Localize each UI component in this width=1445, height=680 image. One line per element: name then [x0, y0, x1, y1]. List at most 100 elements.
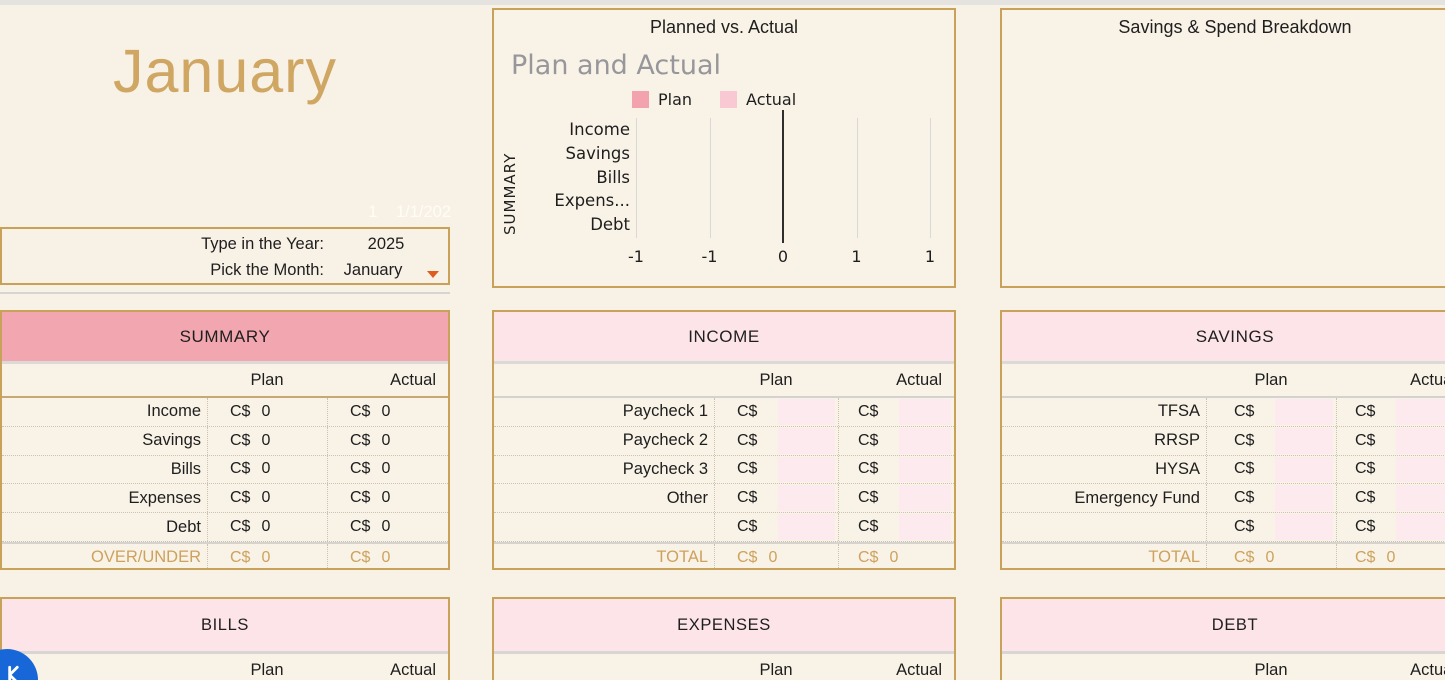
actual-cell[interactable]: C$	[1336, 398, 1445, 426]
bills-column-headers: Plan Actual	[2, 654, 448, 680]
gridline	[709, 118, 711, 238]
actual-value[interactable]: 0	[1386, 548, 1396, 566]
gridline	[930, 118, 931, 238]
plan-input-highlight[interactable]	[1284, 545, 1333, 568]
plan-input-highlight[interactable]	[280, 514, 324, 540]
plan-value[interactable]: 0	[261, 518, 271, 536]
plan-cell[interactable]: C$	[714, 455, 838, 484]
plan-input-highlight[interactable]	[280, 399, 324, 425]
plan-cell[interactable]: C$	[714, 513, 838, 541]
actual-cell[interactable]: C$	[838, 398, 954, 426]
actual-cell[interactable]: C$	[1336, 455, 1445, 484]
plan-cell[interactable]: C$	[714, 484, 838, 513]
plan-input-highlight[interactable]	[778, 399, 835, 425]
plan-value[interactable]: 0	[261, 489, 271, 507]
legend-label: Plan	[658, 90, 693, 109]
actual-cell[interactable]: C$	[838, 513, 954, 541]
plan-cell[interactable]: C$	[1206, 398, 1336, 426]
plan-cell[interactable]: C$ 0	[1206, 543, 1336, 568]
actual-cell[interactable]: C$ 0	[838, 543, 954, 568]
plan-cell[interactable]: C$ 0	[207, 513, 327, 541]
actual-cell[interactable]: C$	[1336, 484, 1445, 513]
plan-input-highlight[interactable]	[778, 427, 835, 454]
row-label: Savings	[142, 431, 201, 450]
plan-cell[interactable]: C$ 0	[207, 455, 327, 484]
plan-input-highlight[interactable]	[1275, 399, 1333, 425]
plan-value[interactable]: 0	[261, 548, 271, 566]
actual-cell[interactable]: C$ 0	[327, 484, 448, 513]
plan-currency: C$	[230, 460, 251, 478]
plan-input-highlight[interactable]	[280, 485, 324, 511]
actual-value[interactable]: 0	[381, 489, 391, 507]
actual-value[interactable]: 0	[889, 548, 899, 566]
expenses-header: EXPENSES	[494, 599, 954, 654]
actual-cell[interactable]: C$	[838, 426, 954, 455]
actual-value[interactable]: 0	[381, 518, 391, 536]
actual-cell[interactable]: C$ 0	[1336, 543, 1445, 568]
plan-input-highlight[interactable]	[280, 428, 324, 454]
table-row: TOTAL C$ 0 C$ 0	[1002, 541, 1445, 568]
category-label: Bills	[596, 167, 630, 187]
actual-cell[interactable]: C$ 0	[327, 513, 448, 541]
plan-input-highlight[interactable]	[1275, 456, 1333, 483]
month-select-value[interactable]: January	[343, 260, 403, 279]
plan-value[interactable]: 0	[261, 431, 271, 449]
plan-currency: C$	[737, 489, 758, 507]
plan-input-highlight[interactable]	[787, 545, 835, 568]
plan-cell[interactable]: C$	[1206, 455, 1336, 484]
plan-input-highlight[interactable]	[1275, 514, 1333, 540]
table-row: Debt C$ 0 C$ 0	[2, 513, 448, 542]
actual-cell[interactable]: C$ 0	[327, 426, 448, 455]
actual-value[interactable]: 0	[381, 548, 391, 566]
plan-cell[interactable]: C$	[1206, 513, 1336, 541]
planned-vs-actual-chart: Planned vs. Actual Plan and Actual Plan A…	[492, 8, 956, 288]
plan-input-highlight[interactable]	[1275, 485, 1333, 512]
plan-input-highlight[interactable]	[778, 456, 835, 483]
plan-value[interactable]: 0	[261, 460, 271, 478]
plan-input-highlight[interactable]	[778, 514, 835, 540]
actual-cell[interactable]: C$	[1336, 426, 1445, 455]
plan-input-highlight[interactable]	[280, 457, 324, 483]
actual-cell[interactable]: C$	[1336, 513, 1445, 541]
actual-value[interactable]: 0	[381, 431, 391, 449]
actual-spacer	[1396, 514, 1445, 540]
plan-cell[interactable]: C$ 0	[714, 543, 838, 568]
table-row: C$ C$	[494, 513, 954, 542]
actual-cell[interactable]: C$ 0	[327, 455, 448, 484]
month-select[interactable]: January	[324, 261, 448, 280]
plan-input-highlight[interactable]	[1275, 427, 1333, 454]
plan-currency: C$	[1234, 518, 1255, 536]
plan-cell[interactable]: C$ 0	[207, 398, 327, 426]
actual-value[interactable]: 0	[381, 402, 391, 420]
actual-cell[interactable]: C$	[838, 455, 954, 484]
plan-cell[interactable]: C$ 0	[207, 484, 327, 513]
expenses-table: EXPENSES Plan Actual	[492, 597, 956, 680]
actual-cell[interactable]: C$ 0	[327, 543, 448, 568]
plan-cell[interactable]: C$	[714, 426, 838, 455]
row-label: HYSA	[1155, 459, 1200, 478]
plan-input-highlight[interactable]	[280, 545, 324, 568]
plan-cell[interactable]: C$ 0	[207, 543, 327, 568]
savings-header: SAVINGS	[1002, 312, 1445, 364]
plan-cell[interactable]: C$	[714, 398, 838, 426]
plan-input-highlight[interactable]	[778, 485, 835, 512]
plan-currency: C$	[230, 548, 251, 566]
summary-column-headers: Plan Actual	[2, 364, 448, 398]
actual-cell[interactable]: C$ 0	[327, 398, 448, 426]
row-label: TOTAL	[1148, 548, 1200, 567]
plan-cell[interactable]: C$	[1206, 426, 1336, 455]
actual-cell[interactable]: C$	[838, 484, 954, 513]
plan-value[interactable]: 0	[768, 548, 778, 566]
axis-zero-line	[782, 110, 784, 243]
plan-currency: C$	[737, 548, 758, 566]
actual-value[interactable]: 0	[381, 460, 391, 478]
plan-currency: C$	[1234, 402, 1255, 420]
plan-value[interactable]: 0	[1265, 548, 1275, 566]
plan-value[interactable]: 0	[261, 402, 271, 420]
actual-currency: C$	[1355, 460, 1376, 478]
plan-cell[interactable]: C$	[1206, 484, 1336, 513]
row-label: TOTAL	[656, 548, 708, 567]
plan-cell[interactable]: C$ 0	[207, 426, 327, 455]
dropdown-arrow-icon[interactable]	[427, 270, 439, 278]
year-value-cell[interactable]: 2025	[367, 234, 405, 253]
